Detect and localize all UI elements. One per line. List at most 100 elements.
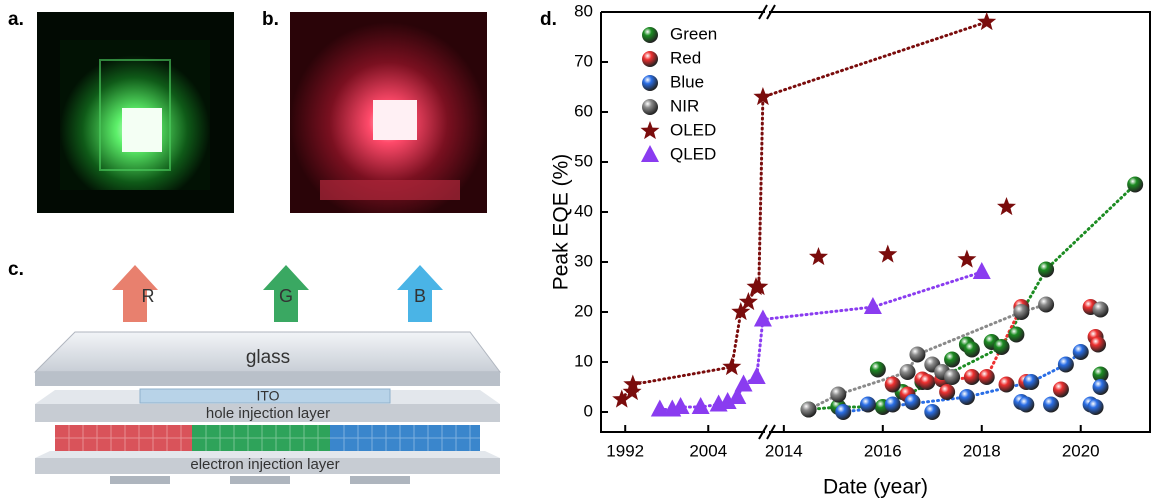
triangle-marker (650, 399, 669, 417)
triangle-marker (641, 145, 659, 162)
panel-label: a. (8, 9, 24, 30)
sphere-marker (1087, 399, 1104, 415)
x-tick-label: 2020 (1062, 441, 1100, 460)
star-marker (722, 357, 742, 376)
sphere-marker (1092, 301, 1109, 318)
y-axis-label: Peak EQE (%) (550, 154, 573, 291)
sphere-marker (1090, 336, 1107, 353)
legend-label: NIR (670, 96, 699, 115)
layer-label: electron injection layer (190, 456, 339, 473)
panel-label: b. (262, 9, 279, 30)
panel-label: d. (540, 9, 557, 30)
arrow (397, 265, 443, 322)
y-tick-label: 30 (574, 251, 593, 270)
sphere-marker (944, 351, 961, 368)
sphere-marker (978, 369, 995, 385)
sphere-marker (642, 51, 658, 67)
triangle-marker (863, 297, 882, 314)
pixel-row (55, 425, 480, 451)
star-marker (623, 374, 643, 393)
sphere-marker (944, 369, 961, 385)
legend: Green Red Blue NIR OLED QLED (640, 24, 717, 163)
sphere-marker (884, 396, 901, 413)
star-marker (731, 302, 751, 321)
y-tick-label: 80 (574, 1, 593, 20)
arrow-label: B (414, 286, 426, 306)
sphere-marker (1013, 304, 1030, 320)
chart: 0 10 20 30 40 50 60 70 80 1992 2004 2014 2016 2018 202… (550, 1, 1151, 499)
sphere-marker (1038, 261, 1055, 278)
triangle-marker (671, 397, 690, 414)
sphere-marker (963, 369, 980, 385)
layer-label: glass (246, 347, 290, 368)
photo-b (290, 12, 487, 213)
device-diagram: R G B glass ITO hole injection layer ele… (33, 265, 501, 484)
star-marker (640, 121, 660, 140)
trend-line (658, 270, 984, 411)
triangle-marker (747, 367, 766, 384)
sphere-marker (1092, 366, 1109, 383)
star-marker (977, 12, 997, 31)
sphere-marker (939, 384, 956, 400)
x-tick-label: 1992 (606, 441, 644, 460)
legend-label: OLED (670, 120, 716, 139)
arrow (112, 265, 158, 322)
sphere-marker (963, 341, 980, 358)
sphere-marker (1018, 396, 1035, 413)
x-axis-label: Date (year) (823, 476, 928, 499)
x-tick-label: 2004 (689, 441, 727, 460)
sphere-marker (993, 339, 1010, 355)
sphere-marker (919, 374, 936, 390)
sphere-marker (1023, 374, 1040, 390)
sphere-marker (924, 404, 941, 420)
star-marker (957, 249, 977, 268)
y-tick-label: 40 (574, 201, 593, 220)
sphere-marker (1052, 381, 1069, 398)
sphere-marker (899, 364, 916, 380)
sphere-marker (830, 386, 847, 403)
sphere-marker (909, 346, 926, 363)
axis-frame (600, 11, 1151, 433)
sphere-marker (1008, 326, 1025, 343)
legend-label: Green (670, 24, 717, 43)
triangle-marker (691, 397, 710, 414)
sphere-marker (1127, 176, 1144, 193)
sphere-marker (1092, 379, 1109, 395)
star-marker (612, 389, 632, 408)
photo-a (37, 12, 234, 213)
y-tick-label: 70 (574, 51, 593, 70)
sphere-marker (904, 394, 921, 410)
y-tick-label: 10 (574, 351, 593, 370)
arrow-label: G (279, 286, 293, 306)
legend-label: Blue (670, 72, 704, 91)
triangle-marker (972, 262, 991, 279)
star-marker (738, 292, 758, 311)
arrow-label: R (142, 286, 155, 306)
sphere-marker (835, 404, 852, 420)
y-tick-label: 50 (574, 151, 593, 170)
y-tick-label: 60 (574, 101, 593, 120)
axis-break (758, 4, 776, 20)
star-marker (997, 197, 1016, 216)
x-tick-label: 2016 (864, 441, 902, 460)
y-tick-label: 0 (584, 401, 593, 420)
layer-label: ITO (256, 388, 279, 404)
sphere-marker (859, 396, 876, 413)
legend-label: QLED (670, 144, 716, 163)
triangle-marker (718, 392, 737, 409)
arrow (263, 265, 309, 322)
sphere-marker (1072, 344, 1089, 360)
x-tick-label: 2014 (765, 441, 803, 460)
legend-label: Red (670, 48, 701, 67)
sphere-marker (958, 389, 975, 405)
star-marker (809, 247, 828, 266)
sphere-marker (642, 99, 658, 115)
y-tick-label: 20 (574, 301, 593, 320)
sphere-marker (1038, 296, 1055, 313)
sphere-marker (998, 376, 1015, 393)
sphere-marker (869, 361, 886, 378)
layer-label: hole injection layer (206, 405, 330, 422)
star-marker (878, 244, 898, 263)
x-tick-label: 2018 (963, 441, 1001, 460)
